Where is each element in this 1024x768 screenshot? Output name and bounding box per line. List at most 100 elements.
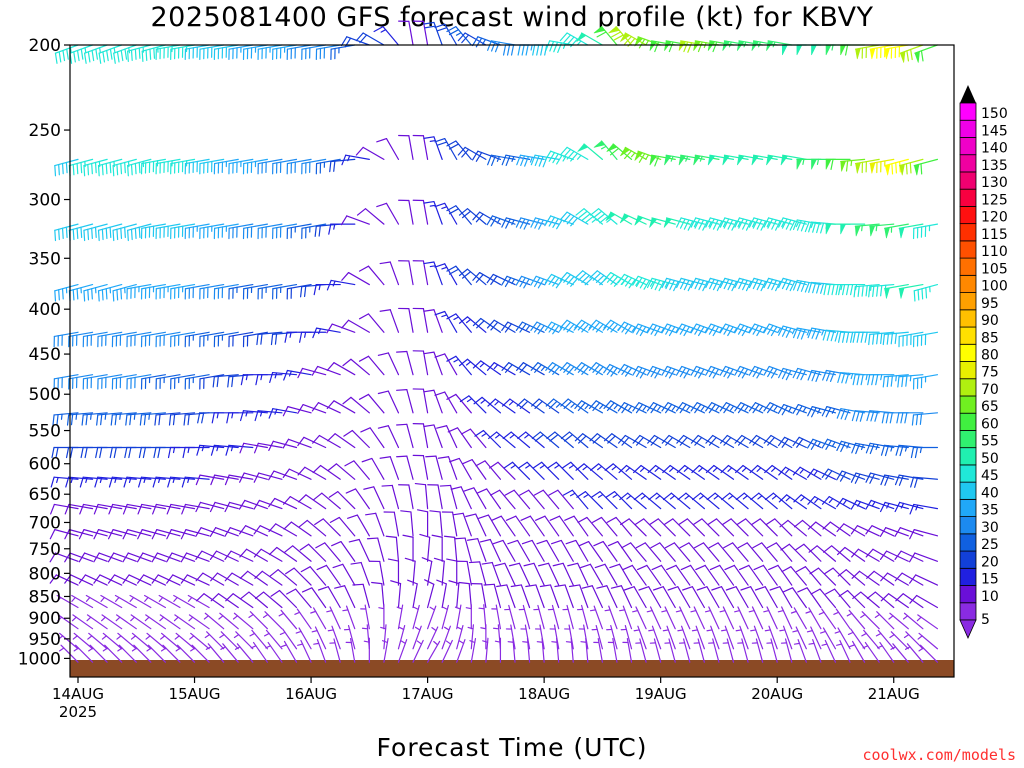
wind-barb — [808, 545, 837, 562]
barb-pennant — [605, 211, 616, 222]
barb-staff — [433, 424, 443, 449]
barb-full — [333, 160, 336, 172]
barb-full — [501, 321, 509, 331]
barb-staff — [406, 350, 414, 376]
wind-barb — [567, 562, 589, 586]
wind-barb — [434, 137, 458, 160]
barb-staff — [295, 588, 312, 609]
barb-staff — [441, 583, 447, 609]
barb-full — [101, 289, 104, 301]
wind-barb — [270, 589, 298, 609]
wind-barb — [78, 552, 108, 563]
barb-half — [172, 446, 176, 454]
wind-barb — [166, 552, 196, 563]
barb-full — [552, 218, 559, 228]
barb-pennant — [780, 154, 789, 166]
wind-barb — [721, 625, 735, 650]
barb-staff — [216, 572, 239, 586]
barb-half — [458, 640, 465, 645]
colorbar-label: 35 — [981, 503, 999, 519]
barb-full — [253, 442, 259, 454]
wind-barb — [649, 217, 676, 228]
barb-full — [312, 464, 322, 474]
wind-barb — [68, 158, 94, 177]
wind-barb — [722, 154, 749, 166]
barb-half — [915, 504, 919, 511]
credit-link[interactable]: coolwx.com/models — [862, 746, 1016, 764]
barb-full — [621, 403, 629, 414]
barb-full — [647, 434, 656, 444]
barb-pennant — [855, 47, 861, 60]
barb-half — [378, 607, 385, 610]
barb-full — [253, 472, 260, 483]
colorbar-swatch — [959, 274, 977, 293]
barb-full — [94, 161, 97, 174]
barb-full — [804, 221, 810, 233]
barb-staff — [915, 574, 939, 586]
wind-barb — [865, 442, 895, 455]
barb-full — [520, 515, 531, 521]
barb-pennant — [722, 40, 730, 51]
barb-full — [796, 280, 802, 292]
barb-half — [632, 609, 639, 613]
barb-staff — [367, 355, 385, 376]
barb-staff — [228, 474, 254, 480]
barb-full — [702, 220, 708, 231]
barb-full — [874, 410, 879, 422]
barb-full — [501, 362, 510, 371]
wind-barb — [256, 331, 283, 346]
barb-full — [58, 228, 60, 241]
barb-full — [519, 218, 526, 229]
wind-barb — [170, 374, 196, 390]
barb-full — [376, 137, 388, 143]
wind-barb — [890, 643, 909, 663]
wind-barb — [588, 319, 618, 333]
wind-barb — [867, 374, 895, 386]
barb-full — [434, 137, 446, 143]
wind-barb — [808, 281, 837, 294]
barb-full — [61, 162, 64, 175]
wind-barb — [111, 374, 137, 390]
barb-full — [76, 162, 79, 175]
barb-staff — [364, 208, 385, 225]
barb-full — [884, 445, 889, 457]
barb-full — [253, 548, 262, 558]
barb-staff — [171, 552, 196, 562]
barb-staff — [819, 588, 837, 609]
wind-barb — [707, 40, 735, 53]
wind-barb — [882, 331, 909, 346]
barb-full — [894, 527, 901, 537]
barb-full — [910, 48, 913, 61]
wind-barb — [144, 594, 166, 609]
barb-full — [609, 563, 621, 569]
wind-barb — [299, 331, 327, 343]
barb-staff — [327, 586, 341, 609]
wind-barb — [874, 611, 895, 630]
barb-half — [876, 645, 883, 649]
barb-half — [99, 476, 103, 484]
barb-full — [127, 229, 129, 242]
barb-full — [91, 288, 93, 300]
wind-barb — [228, 158, 254, 175]
wind-barb — [341, 154, 370, 166]
barb-full — [854, 473, 861, 484]
barb-full — [138, 161, 141, 174]
barb-half — [657, 405, 662, 411]
wind-barb — [312, 434, 341, 449]
barb-staff — [913, 529, 939, 537]
barb-full — [606, 321, 615, 331]
wind-barb — [328, 491, 356, 510]
wind-barb — [847, 628, 866, 650]
barb-full — [632, 434, 641, 444]
wind-barb — [719, 277, 749, 292]
wind-barb — [560, 398, 589, 414]
colorbar-swatch — [959, 481, 977, 500]
wind-barb — [545, 362, 574, 376]
barb-full — [677, 492, 687, 501]
barb-full — [461, 148, 470, 158]
wind-barb — [450, 486, 472, 510]
barb-staff — [774, 518, 793, 537]
barb-full — [875, 374, 879, 386]
barb-full — [654, 155, 660, 167]
wind-barb — [664, 638, 676, 663]
